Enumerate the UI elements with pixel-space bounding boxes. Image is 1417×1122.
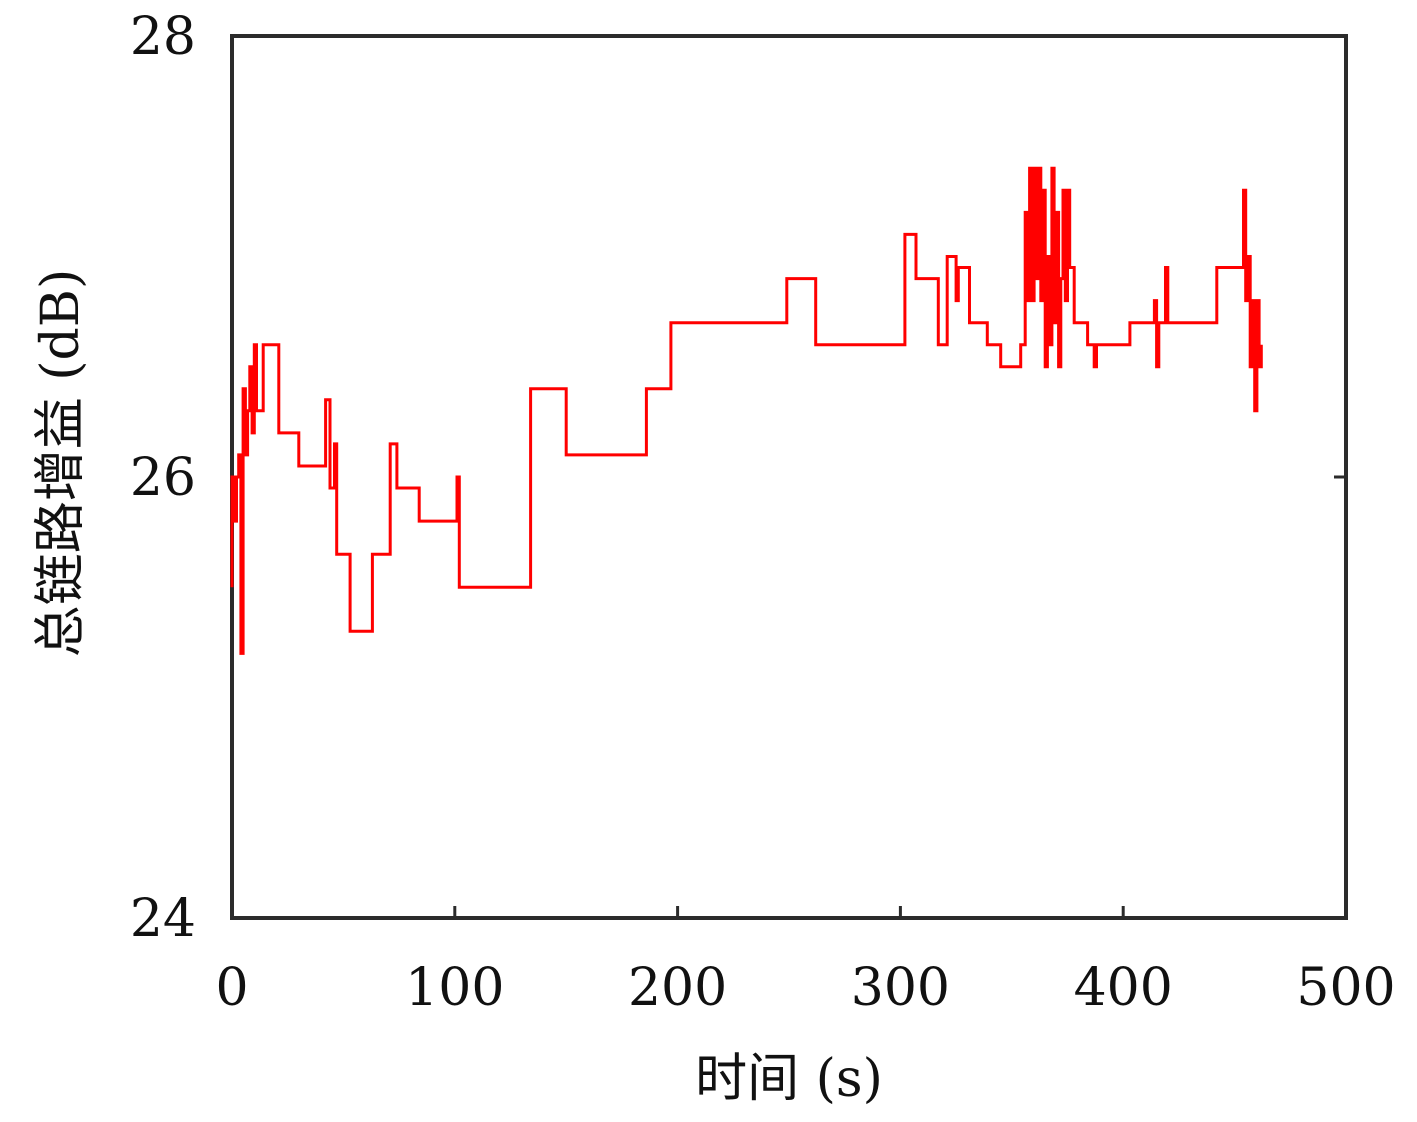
y-axis-label: 总链路增益 (dB): [31, 269, 91, 658]
x-tick-labels: 0 100 200 300 400 500: [215, 958, 1395, 1018]
y-tick-label: 24: [130, 889, 196, 949]
plot-area: [230, 34, 1348, 920]
x-tick-label: 200: [628, 958, 727, 1018]
y-tick-label: 26: [130, 448, 196, 508]
x-tick-label: 300: [851, 958, 950, 1018]
y-tick-label: 28: [130, 7, 196, 67]
series-line-0: [230, 166, 1263, 655]
x-tick-label: 500: [1296, 958, 1395, 1018]
x-tick-label: 0: [215, 958, 248, 1018]
x-tick-label: 400: [1074, 958, 1173, 1018]
y-tick-labels: 24 26 28: [130, 7, 196, 949]
tick-marks: [230, 34, 1348, 920]
x-tick-label: 100: [405, 958, 504, 1018]
plot-frame: [230, 34, 1348, 920]
x-axis-label: 时间 (s): [695, 1049, 883, 1109]
series-layer: [230, 166, 1263, 655]
